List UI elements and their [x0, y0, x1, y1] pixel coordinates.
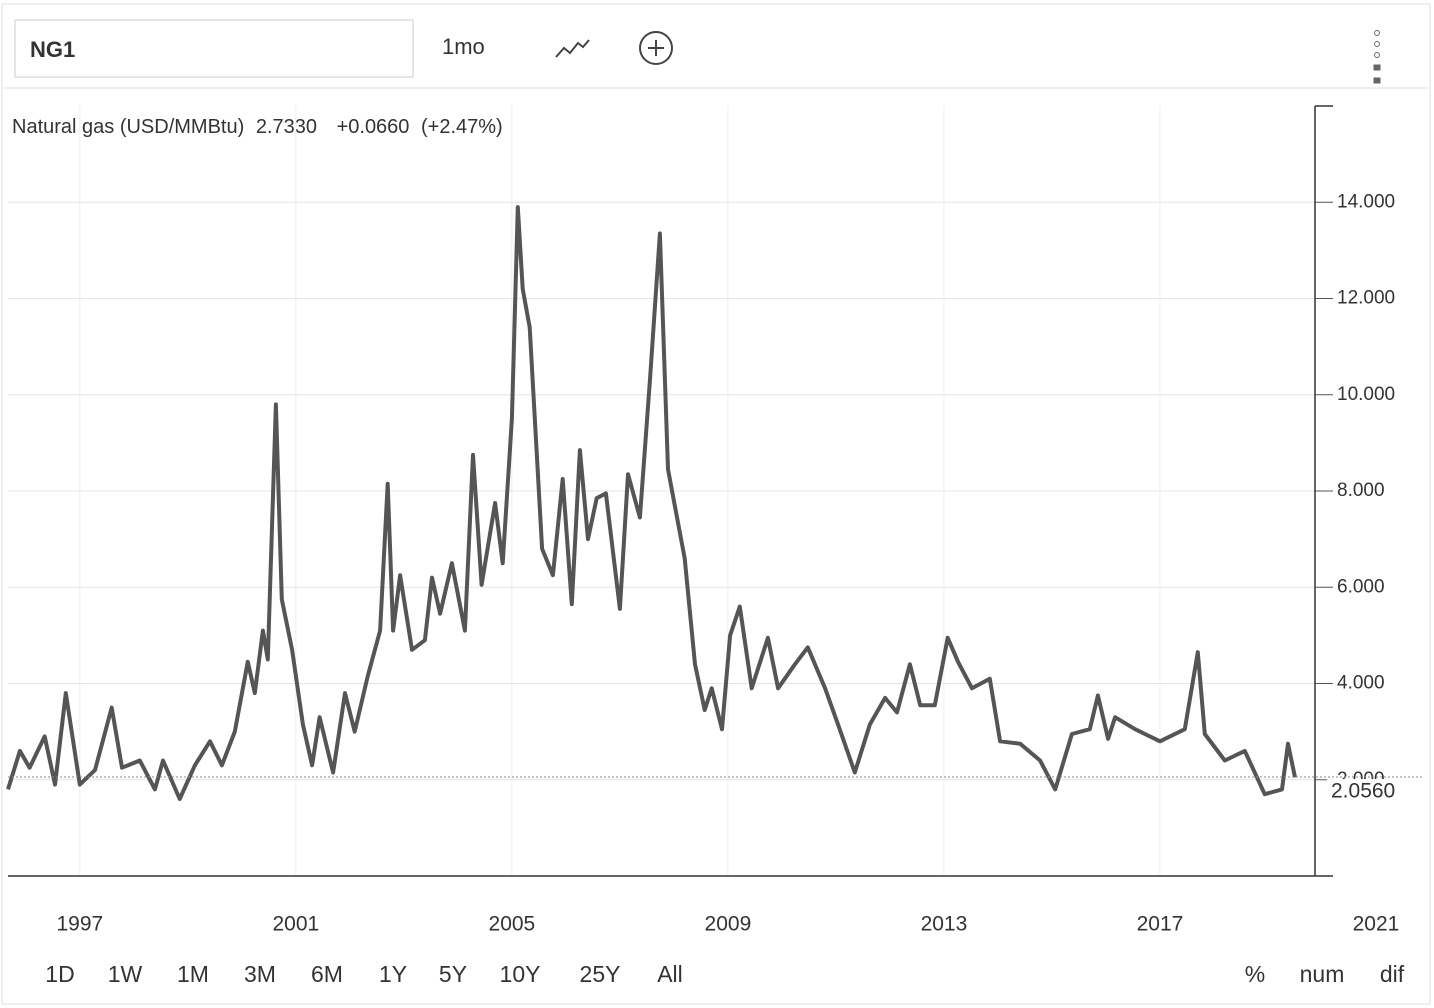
- x-tick-label: 2001: [272, 913, 319, 936]
- symbol[interactable]: NG1: [30, 37, 75, 62]
- range-button[interactable]: 5Y: [439, 961, 467, 987]
- price: 2.7330: [256, 116, 317, 138]
- price-line: [6, 205, 1297, 801]
- y-tick-label: 14.000: [1337, 191, 1395, 212]
- menu-icon[interactable]: [1373, 30, 1381, 84]
- range-button[interactable]: 1W: [108, 961, 143, 987]
- menu-dot: [1373, 77, 1381, 84]
- range-button[interactable]: 10Y: [500, 961, 541, 987]
- x-tick-label: 1997: [56, 913, 103, 936]
- x-tick-label: 2013: [921, 913, 968, 936]
- add-plus: [648, 40, 664, 56]
- x-tick-label: 2017: [1137, 913, 1184, 936]
- mode-button[interactable]: dif: [1380, 961, 1405, 987]
- instrument-name: Natural gas (USD/MMBtu): [12, 116, 244, 138]
- symbol-box[interactable]: [14, 19, 414, 78]
- x-tick-label: 2005: [489, 913, 536, 936]
- range-button[interactable]: 1D: [45, 961, 74, 987]
- last-price-bg: [1327, 779, 1407, 806]
- menu-dot: [1373, 64, 1381, 71]
- range-button[interactable]: 6M: [311, 961, 343, 987]
- range-button[interactable]: 3M: [244, 961, 276, 987]
- chart-type-icon[interactable]: [555, 39, 590, 58]
- menu-dot: [1374, 30, 1380, 36]
- menu-dot: [1374, 52, 1380, 58]
- mode-button[interactable]: %: [1245, 961, 1265, 987]
- x-tick-label: 2021: [1353, 913, 1400, 936]
- frame: [1, 3, 1431, 1005]
- range-button[interactable]: 25Y: [580, 961, 621, 987]
- y-tick-label: 6.000: [1337, 576, 1385, 597]
- range-button[interactable]: All: [657, 961, 683, 987]
- interval[interactable]: 1mo: [442, 34, 485, 59]
- y-tick-label: 12.000: [1337, 288, 1395, 309]
- range-button[interactable]: 1Y: [379, 961, 407, 987]
- menu-dot: [1374, 41, 1380, 47]
- y-tick-label: 10.000: [1337, 384, 1395, 405]
- change: +0.0660: [337, 116, 410, 138]
- mode-button[interactable]: num: [1300, 961, 1345, 987]
- y-tick-label: 4.000: [1337, 673, 1385, 694]
- change-pct: (+2.47%): [421, 116, 503, 138]
- chart-header: Natural gas (USD/MMBtu) 2.7330 +0.0660 (…: [12, 116, 503, 138]
- last-price-label: 2.0560: [1331, 780, 1395, 803]
- x-tick-label: 2009: [705, 913, 752, 936]
- add-icon[interactable]: [639, 31, 673, 65]
- range-button[interactable]: 1M: [177, 961, 209, 987]
- y-tick-label: 8.000: [1337, 480, 1385, 501]
